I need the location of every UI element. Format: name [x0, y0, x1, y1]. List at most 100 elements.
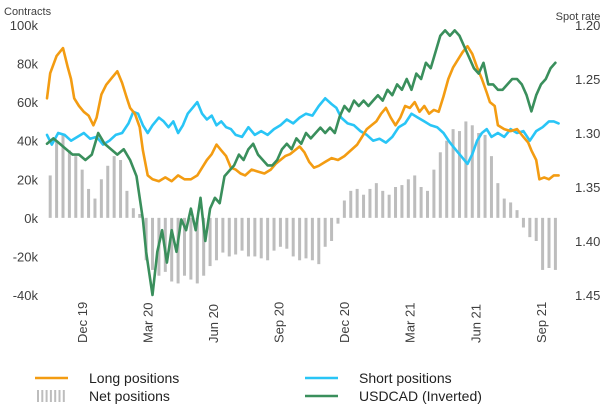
right-tick-label: 1.45 — [575, 288, 600, 303]
net-position-bar — [445, 140, 449, 218]
net-position-bar — [61, 134, 65, 218]
left-axis-ticks: -40k -20k 0k 20k 40k 60k 80k 100k — [10, 18, 39, 303]
legend-swatch-net-positions — [45, 390, 48, 402]
left-tick-label: 80k — [17, 57, 38, 72]
net-position-bar — [227, 217, 231, 257]
net-position-bar — [317, 217, 321, 265]
net-position-bar — [489, 156, 493, 218]
net-position-bar — [349, 190, 353, 218]
net-position-bar — [182, 217, 186, 276]
left-tick-label: 40k — [17, 134, 38, 149]
net-position-bar — [138, 214, 142, 218]
net-position-bar — [112, 156, 116, 218]
left-tick-label: 20k — [17, 172, 38, 187]
net-position-bar — [253, 217, 257, 257]
net-position-bar — [451, 129, 455, 218]
left-tick-label: 60k — [17, 95, 38, 110]
long-positions-line — [45, 44, 560, 183]
net-position-bar — [432, 169, 436, 218]
net-position-bar — [125, 190, 129, 218]
net-position-bar — [214, 217, 218, 261]
net-position-bar — [195, 217, 199, 284]
net-position-bar — [272, 217, 276, 251]
legend-swatch-net-positions — [37, 390, 39, 402]
net-position-bar — [515, 210, 519, 218]
left-tick-label: -40k — [13, 288, 39, 303]
left-tick-label: 100k — [10, 18, 39, 33]
net-position-bar — [426, 190, 430, 218]
net-position-bar — [336, 217, 340, 224]
net-position-bar — [151, 217, 155, 270]
net-position-bar — [285, 217, 289, 249]
net-position-bar — [483, 134, 487, 218]
net-position-bar — [470, 125, 474, 218]
legend: Long positions Net positions Short positio… — [35, 370, 482, 404]
net-position-bar — [240, 217, 244, 251]
net-position-bar — [374, 183, 378, 218]
net-position-bar — [541, 217, 545, 270]
usdcad-inverted-line — [45, 29, 557, 297]
net-position-bar — [304, 217, 308, 259]
net-position-bar — [362, 194, 366, 218]
net-position-bar — [509, 202, 513, 218]
left-axis-title: Contracts — [4, 6, 52, 18]
net-position-bar — [99, 179, 103, 218]
net-position-bar — [406, 179, 410, 218]
net-position-bar — [457, 131, 461, 218]
net-position-bar — [534, 217, 538, 241]
short-positions-line — [45, 97, 560, 166]
net-position-bar — [221, 217, 225, 253]
net-position-bar — [387, 194, 391, 218]
right-tick-label: 1.35 — [575, 180, 600, 195]
legend-label-net-positions: Net positions — [89, 388, 170, 404]
net-position-bar — [547, 217, 551, 268]
x-tick-label: Sep 21 — [534, 302, 549, 343]
x-tick-label: Sep 20 — [272, 302, 287, 343]
net-position-bar — [464, 121, 468, 218]
net-position-bar — [87, 188, 91, 218]
right-tick-label: 1.40 — [575, 234, 600, 249]
x-tick-label: Mar 21 — [403, 303, 418, 343]
legend-swatch-net-positions — [62, 390, 65, 402]
net-position-bar — [234, 217, 238, 255]
net-position-bar — [106, 165, 110, 218]
net-position-bar — [355, 188, 359, 218]
net-position-bar — [278, 217, 282, 247]
net-position-bar — [67, 150, 71, 218]
legend-label-short-positions: Short positions — [359, 370, 452, 386]
net-position-bar — [48, 175, 52, 218]
net-position-bar — [477, 133, 481, 218]
right-axis-title: Spot rate — [556, 11, 601, 23]
left-tick-label: -20k — [13, 249, 39, 264]
legend-swatch-net-positions — [41, 390, 44, 402]
legend-label-usdcad-inverted: USDCAD (Inverted) — [359, 388, 482, 404]
right-tick-label: 1.30 — [575, 126, 600, 141]
net-position-bar — [438, 152, 442, 218]
x-tick-label: Dec 19 — [75, 302, 90, 343]
net-position-bar — [202, 217, 206, 276]
net-position-bar — [413, 175, 417, 218]
right-tick-label: 1.20 — [575, 18, 600, 33]
legend-swatch-net-positions — [49, 390, 52, 402]
net-position-bar — [330, 217, 334, 241]
net-position-bar — [291, 217, 295, 257]
net-position-bar — [400, 185, 404, 218]
net-positions-bars — [48, 121, 557, 284]
net-position-bar — [259, 217, 263, 259]
left-tick-label: 0k — [24, 211, 38, 226]
legend-label-long-positions: Long positions — [89, 370, 179, 386]
net-position-bar — [80, 169, 84, 218]
net-position-bar — [528, 217, 532, 238]
net-position-bar — [74, 156, 78, 218]
net-position-bar — [496, 183, 500, 218]
net-position-bar — [189, 217, 193, 280]
net-position-bar — [208, 217, 212, 267]
x-axis-ticks: Dec 19 Mar 20 Jun 20 Sep 20 Dec 20 Mar 21 Jun … — [75, 302, 549, 343]
net-position-bar — [502, 198, 506, 218]
net-position-bar — [176, 217, 180, 284]
net-position-bar — [368, 188, 372, 218]
series-lines — [45, 29, 560, 297]
net-position-bar — [266, 217, 270, 261]
